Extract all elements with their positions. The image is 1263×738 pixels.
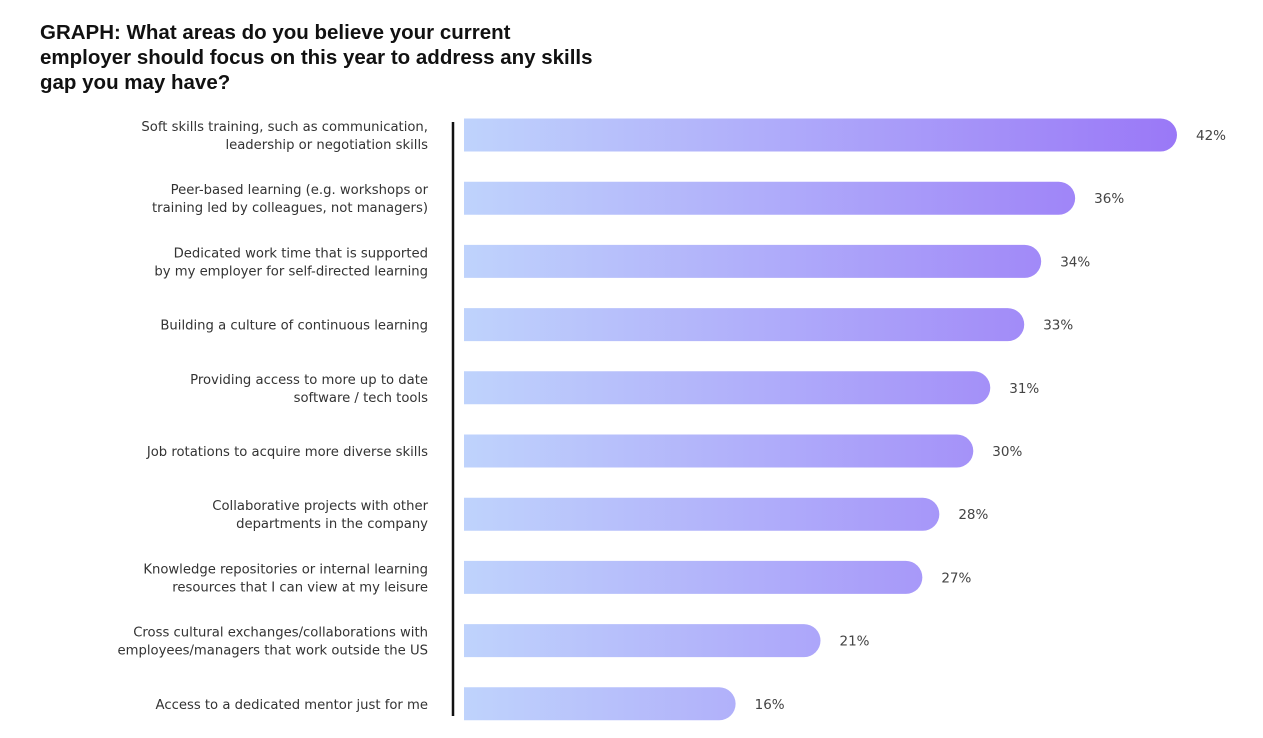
category-label-line: training led by colleagues, not managers… [152,201,428,216]
data-label: 42% [1196,128,1226,144]
category-label-line: by my employer for self-directed learnin… [154,264,428,279]
category-label-line: Access to a dedicated mentor just for me [156,698,428,713]
category-label: Peer-based learning (e.g. workshops or tr… [152,183,429,216]
category-label: Providing access to more up to date softw… [190,373,428,406]
bar [464,687,736,721]
category-label-line: Collaborative projects with other [212,499,428,514]
data-label: 36% [1094,191,1124,207]
data-label: 30% [992,444,1022,460]
bar [464,308,1025,342]
bar [464,497,940,531]
category-label-line: employees/managers that work outside the… [118,644,429,659]
category-label-line: Building a culture of continuous learnin… [160,319,428,334]
chart-title: GRAPH: What areas do you believe your cu… [40,21,593,94]
category-label-line: Peer-based learning (e.g. workshops or [171,183,429,198]
category-label-line: resources that I can view at my leisure [172,580,428,595]
category-label-line: Dedicated work time that is supported [174,246,428,261]
category-label-line: Knowledge repositories or internal learn… [143,562,428,577]
category-label-line: departments in the company [236,517,428,532]
category-label: Soft skills training, such as communicat… [141,120,428,153]
bar [464,118,1177,152]
category-label-line: leadership or negotiation skills [225,138,428,153]
category-label-line: Soft skills training, such as communicat… [141,120,428,135]
data-label: 33% [1043,318,1073,334]
data-label: 28% [958,507,988,523]
data-label: 16% [755,697,785,713]
bar [464,434,974,468]
bar [464,181,1076,215]
data-label: 34% [1060,254,1090,270]
category-label-line: Job rotations to acquire more diverse sk… [146,445,428,460]
category-label: Knowledge repositories or internal learn… [143,562,428,595]
category-label-line: Cross cultural exchanges/collaborations … [133,626,428,641]
bars-group: 42% Soft skills training, such as communi… [118,118,1226,721]
category-label: Collaborative projects with other departm… [212,499,428,532]
category-label: Dedicated work time that is supported by … [154,246,428,279]
category-label: Job rotations to acquire more diverse sk… [146,445,428,460]
category-label-line: software / tech tools [294,391,429,406]
category-label: Access to a dedicated mentor just for me [156,698,428,713]
data-label: 21% [840,634,870,650]
category-label-line: Providing access to more up to date [190,373,428,388]
bar [464,244,1042,278]
category-label: Building a culture of continuous learnin… [160,319,428,334]
bar [464,560,923,594]
data-label: 27% [941,570,971,586]
bar [464,371,991,405]
category-label: Cross cultural exchanges/collaborations … [118,626,429,659]
bar [464,624,821,658]
data-label: 31% [1009,381,1039,397]
